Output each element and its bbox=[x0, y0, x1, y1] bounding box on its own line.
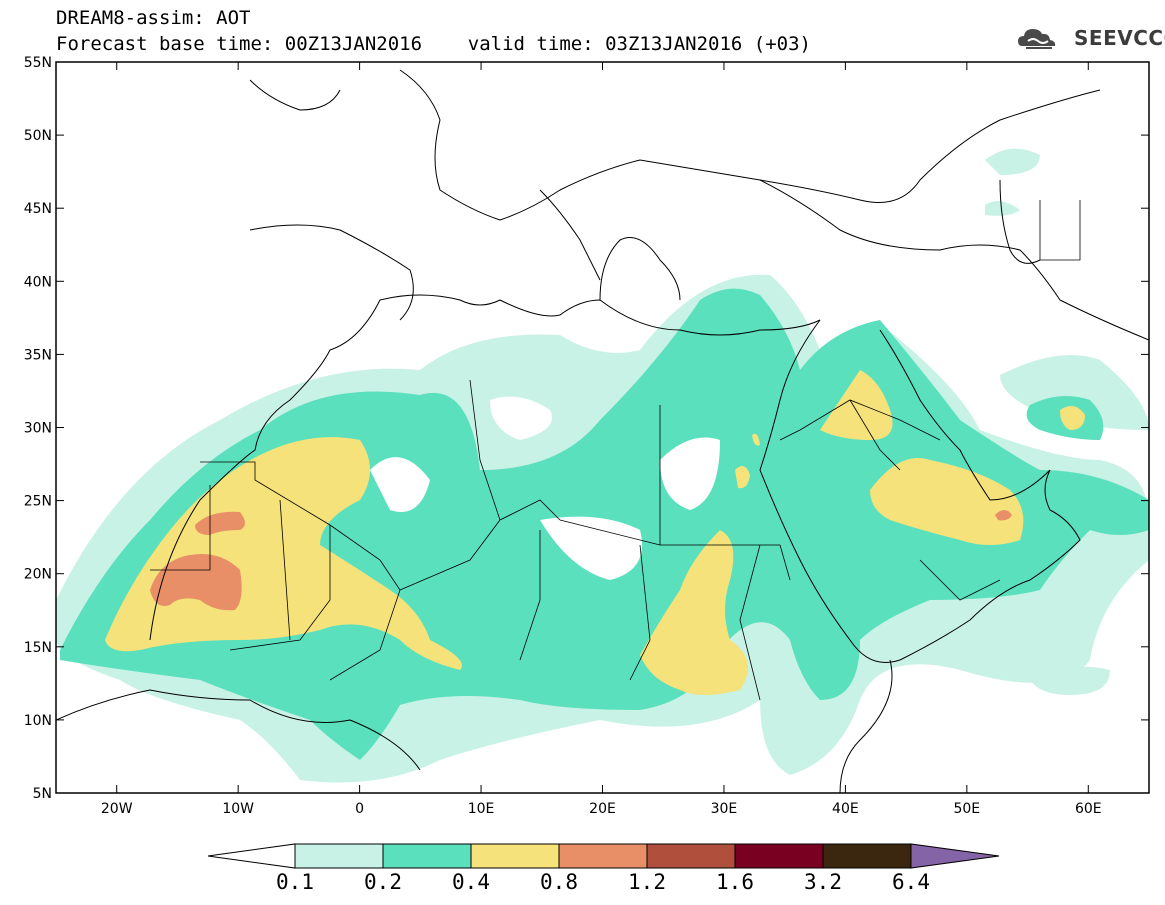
colorbar-arrow-low bbox=[207, 843, 296, 869]
lon-tick-label: 10W bbox=[222, 801, 254, 817]
lon-tick-label: 0 bbox=[355, 801, 364, 817]
colorbar-label: 0.4 bbox=[452, 870, 490, 894]
colorbar-segment bbox=[470, 843, 560, 869]
colorbar-label: 1.2 bbox=[628, 870, 666, 894]
lon-tick-label: 20W bbox=[101, 801, 133, 817]
colorbar-segment bbox=[822, 843, 912, 869]
lat-tick-label: 45N bbox=[24, 201, 52, 217]
lat-tick-label: 25N bbox=[24, 494, 52, 510]
longitude-ticks: 20W 10W 0 10E 20E 30E 40E 50E 60E bbox=[101, 62, 1102, 817]
lon-tick-label: 40E bbox=[832, 801, 859, 817]
lon-tick-label: 60E bbox=[1075, 801, 1102, 817]
lat-tick-label: 40N bbox=[24, 274, 52, 290]
coastlines bbox=[56, 69, 1149, 793]
colorbar-label: 0.1 bbox=[276, 870, 314, 894]
colorbar-label: 0.8 bbox=[540, 870, 578, 894]
lon-tick-label: 20E bbox=[589, 801, 616, 817]
lat-tick-label: 50N bbox=[24, 128, 52, 144]
lat-tick-label: 35N bbox=[24, 347, 52, 363]
lon-tick-label: 50E bbox=[953, 801, 980, 817]
lon-tick-label: 30E bbox=[711, 801, 738, 817]
latitude-ticks: 55N 50N 45N 40N 35N 30N 25N 20N 15N 10N 5N bbox=[24, 55, 1149, 802]
map-title: DREAM8-assim: AOT bbox=[56, 7, 251, 29]
colorbar-label: 6.4 bbox=[892, 870, 930, 894]
colorbar-segment bbox=[382, 843, 472, 869]
colorbar-segment bbox=[294, 843, 384, 869]
colorbar-segment bbox=[734, 843, 824, 869]
forecast-time-label: Forecast base time: 00Z13JAN2016 valid t… bbox=[56, 33, 811, 55]
lat-tick-label: 15N bbox=[24, 640, 52, 656]
colorbar-label: 1.6 bbox=[716, 870, 754, 894]
colorbar-segment bbox=[646, 843, 736, 869]
aot-low-holes bbox=[370, 396, 720, 580]
colorbar-arrow-high bbox=[910, 843, 1000, 869]
country-borders bbox=[150, 200, 1081, 701]
logo-text: SEEVCCC bbox=[1074, 26, 1165, 50]
lat-tick-label: 55N bbox=[24, 55, 52, 71]
cloud-logo-icon bbox=[1018, 29, 1056, 49]
lat-tick-label: 5N bbox=[33, 786, 52, 802]
lon-tick-label: 10E bbox=[468, 801, 495, 817]
lat-tick-label: 10N bbox=[24, 713, 52, 729]
colorbar-label: 0.2 bbox=[364, 870, 402, 894]
colorbar-label: 3.2 bbox=[804, 870, 842, 894]
lat-tick-label: 20N bbox=[24, 567, 52, 583]
colorbar-segment bbox=[558, 843, 648, 869]
aot-contour-very-high bbox=[150, 510, 1012, 611]
lat-tick-label: 30N bbox=[24, 421, 52, 437]
